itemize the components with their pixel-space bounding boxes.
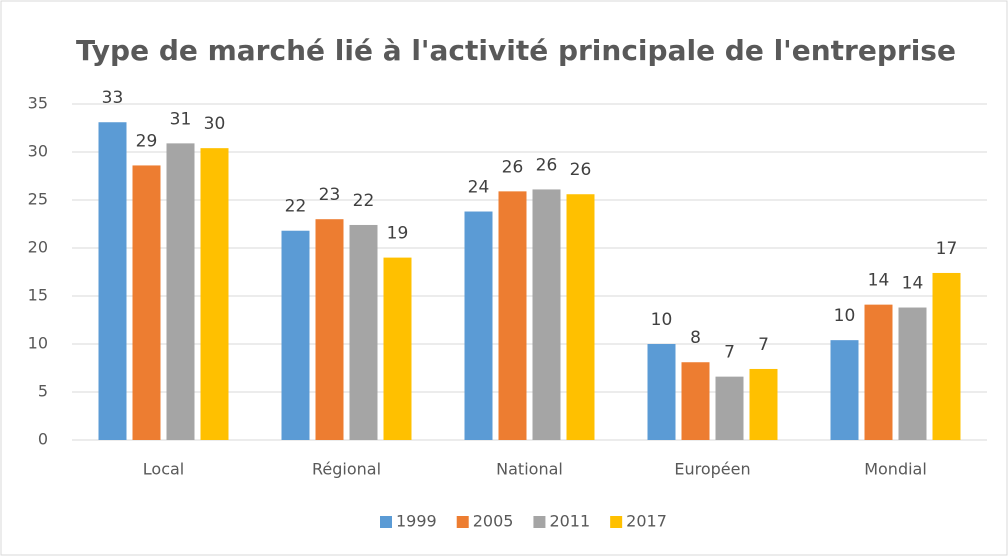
- bar: [383, 257, 412, 440]
- value-label: 7: [758, 335, 769, 355]
- bar: [200, 148, 229, 440]
- bar: [498, 191, 527, 440]
- bar: [749, 368, 778, 440]
- value-label: 14: [868, 271, 890, 291]
- value-label: 24: [468, 178, 490, 198]
- bar: [647, 344, 676, 440]
- y-tick-label: 25: [28, 190, 48, 209]
- y-tick-label: 10: [28, 334, 48, 353]
- value-label: 10: [651, 310, 673, 330]
- legend-swatch: [456, 516, 469, 528]
- chart-title: Type de marché lié à l'activité principa…: [76, 34, 956, 67]
- legend-label: 2011: [549, 512, 590, 531]
- bar: [98, 122, 127, 441]
- bar: [681, 362, 710, 440]
- value-label: 31: [170, 109, 192, 129]
- bar: [166, 143, 195, 441]
- value-label: 23: [319, 185, 341, 205]
- legend-swatch: [533, 516, 546, 528]
- value-label: 10: [834, 306, 856, 326]
- bar: [830, 340, 859, 440]
- value-label: 7: [724, 343, 735, 363]
- value-label: 14: [902, 274, 924, 294]
- x-tick-label: Régional: [312, 460, 381, 479]
- legend-swatch: [610, 516, 623, 528]
- value-label: 19: [387, 224, 409, 244]
- value-label: 33: [102, 88, 124, 108]
- bar: [898, 307, 927, 440]
- y-tick-label: 30: [28, 142, 48, 161]
- value-label: 26: [536, 155, 558, 175]
- bar: [715, 376, 744, 440]
- bar: [349, 224, 378, 440]
- bar: [132, 165, 161, 440]
- value-label: 22: [353, 191, 375, 211]
- value-label: 26: [570, 160, 592, 180]
- y-tick-label: 15: [28, 286, 48, 305]
- bar: [932, 272, 961, 440]
- y-tick-label: 20: [28, 238, 48, 257]
- bar: [864, 304, 893, 440]
- x-tick-label: Local: [143, 460, 184, 479]
- y-tick-label: 35: [28, 94, 48, 113]
- value-label: 22: [285, 197, 307, 217]
- value-label: 30: [204, 114, 226, 134]
- y-tick-label: 0: [38, 430, 48, 449]
- x-tick-label: National: [496, 460, 563, 479]
- value-label: 26: [502, 157, 524, 177]
- value-label: 29: [136, 131, 158, 151]
- legend-swatch: [380, 516, 392, 528]
- legend-label: 1999: [396, 512, 437, 531]
- value-label: 17: [936, 239, 958, 259]
- x-tick-label: Mondial: [864, 460, 927, 479]
- bar: [566, 194, 595, 440]
- bar: [532, 189, 561, 440]
- y-tick-label: 5: [38, 382, 48, 401]
- legend-label: 2017: [626, 512, 667, 531]
- bar: [281, 230, 310, 440]
- x-tick-label: Européen: [674, 460, 750, 479]
- bar: [464, 211, 493, 440]
- legend-label: 2005: [473, 512, 514, 531]
- value-label: 8: [690, 328, 701, 348]
- bar: [315, 219, 344, 440]
